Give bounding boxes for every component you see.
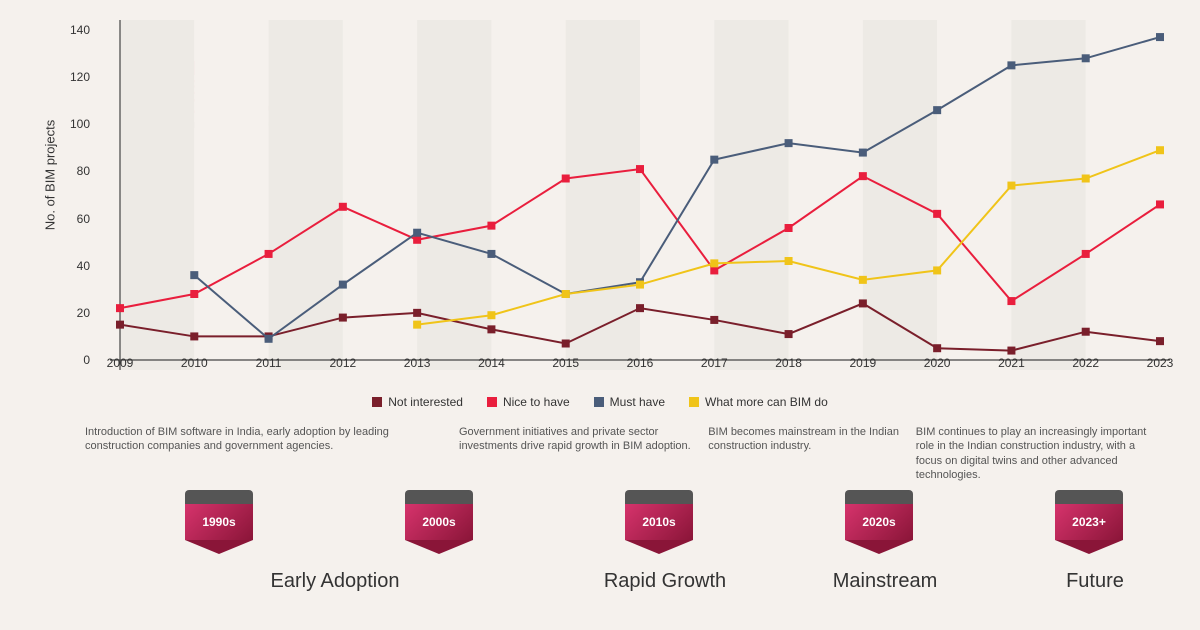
y-tick-label: 20 — [77, 306, 90, 320]
x-tick-label: 2011 — [256, 356, 282, 370]
legend-marker-icon — [689, 397, 699, 407]
timeline-badge: 2023+ — [1055, 490, 1123, 546]
era-descriptions: Introduction of BIM software in India, e… — [85, 425, 1155, 482]
era-description: Government initiatives and private secto… — [459, 425, 698, 482]
era-description: Introduction of BIM software in India, e… — [85, 425, 449, 482]
x-tick-label: 2022 — [1072, 356, 1099, 370]
y-tick-label: 0 — [83, 353, 90, 367]
timeline-badge: 2010s — [625, 490, 693, 546]
badge-label: 2000s — [405, 504, 473, 540]
era-description: BIM becomes mainstream in the Indian con… — [708, 425, 906, 482]
x-tick-label: 2019 — [849, 356, 876, 370]
period-label: Early Adoption — [271, 570, 400, 593]
x-tick-label: 2009 — [107, 356, 134, 370]
y-tick-label: 80 — [77, 164, 90, 178]
badge-label: 2020s — [845, 504, 913, 540]
badge-top — [1055, 490, 1123, 504]
legend-label: Nice to have — [503, 395, 570, 409]
chart-legend: Not interested Nice to have Must have What … — [0, 395, 1200, 409]
period-label: Mainstream — [833, 570, 937, 593]
legend-item: What more can BIM do — [689, 395, 828, 409]
x-tick-label: 2012 — [329, 356, 356, 370]
x-tick-label: 2010 — [181, 356, 208, 370]
timeline-badge: 2020s — [845, 490, 913, 546]
legend-item: Must have — [594, 395, 665, 409]
infographic-container: TOP BIM COMPANY TAILOR MADE | ORIGINAL |… — [0, 0, 1200, 630]
badge-top — [625, 490, 693, 504]
x-tick-label: 2021 — [998, 356, 1025, 370]
y-tick-label: 60 — [77, 212, 90, 226]
badge-label: 2023+ — [1055, 504, 1123, 540]
badge-top — [845, 490, 913, 504]
legend-marker-icon — [487, 397, 497, 407]
y-tick-label: 140 — [70, 23, 90, 37]
badge-label: 2010s — [625, 504, 693, 540]
legend-marker-icon — [372, 397, 382, 407]
legend-label: Not interested — [388, 395, 463, 409]
timeline: 1990s 2000s 2010s 2020s 2023+ — [85, 490, 1155, 570]
x-tick-label: 2015 — [552, 356, 579, 370]
legend-item: Nice to have — [487, 395, 570, 409]
legend-marker-icon — [594, 397, 604, 407]
legend-label: Must have — [610, 395, 665, 409]
x-tick-label: 2023 — [1147, 356, 1174, 370]
badge-label: 1990s — [185, 504, 253, 540]
x-tick-label: 2013 — [404, 356, 431, 370]
x-tick-label: 2020 — [924, 356, 951, 370]
chart-area — [110, 20, 1170, 370]
x-tick-label: 2016 — [627, 356, 654, 370]
legend-item: Not interested — [372, 395, 463, 409]
y-tick-label: 40 — [77, 259, 90, 273]
x-tick-label: 2014 — [478, 356, 505, 370]
period-label: Future — [1066, 570, 1124, 593]
y-tick-label: 120 — [70, 70, 90, 84]
badge-top — [405, 490, 473, 504]
timeline-badge: 2000s — [405, 490, 473, 546]
line-chart-svg — [110, 20, 1170, 370]
x-tick-label: 2018 — [775, 356, 802, 370]
timeline-badge: 1990s — [185, 490, 253, 546]
y-axis-label: No. of BIM projects — [43, 120, 58, 231]
period-label: Rapid Growth — [604, 570, 726, 593]
legend-label: What more can BIM do — [705, 395, 828, 409]
y-tick-label: 100 — [70, 117, 90, 131]
x-tick-label: 2017 — [701, 356, 728, 370]
badge-top — [185, 490, 253, 504]
era-description: BIM continues to play an increasingly im… — [916, 425, 1155, 482]
